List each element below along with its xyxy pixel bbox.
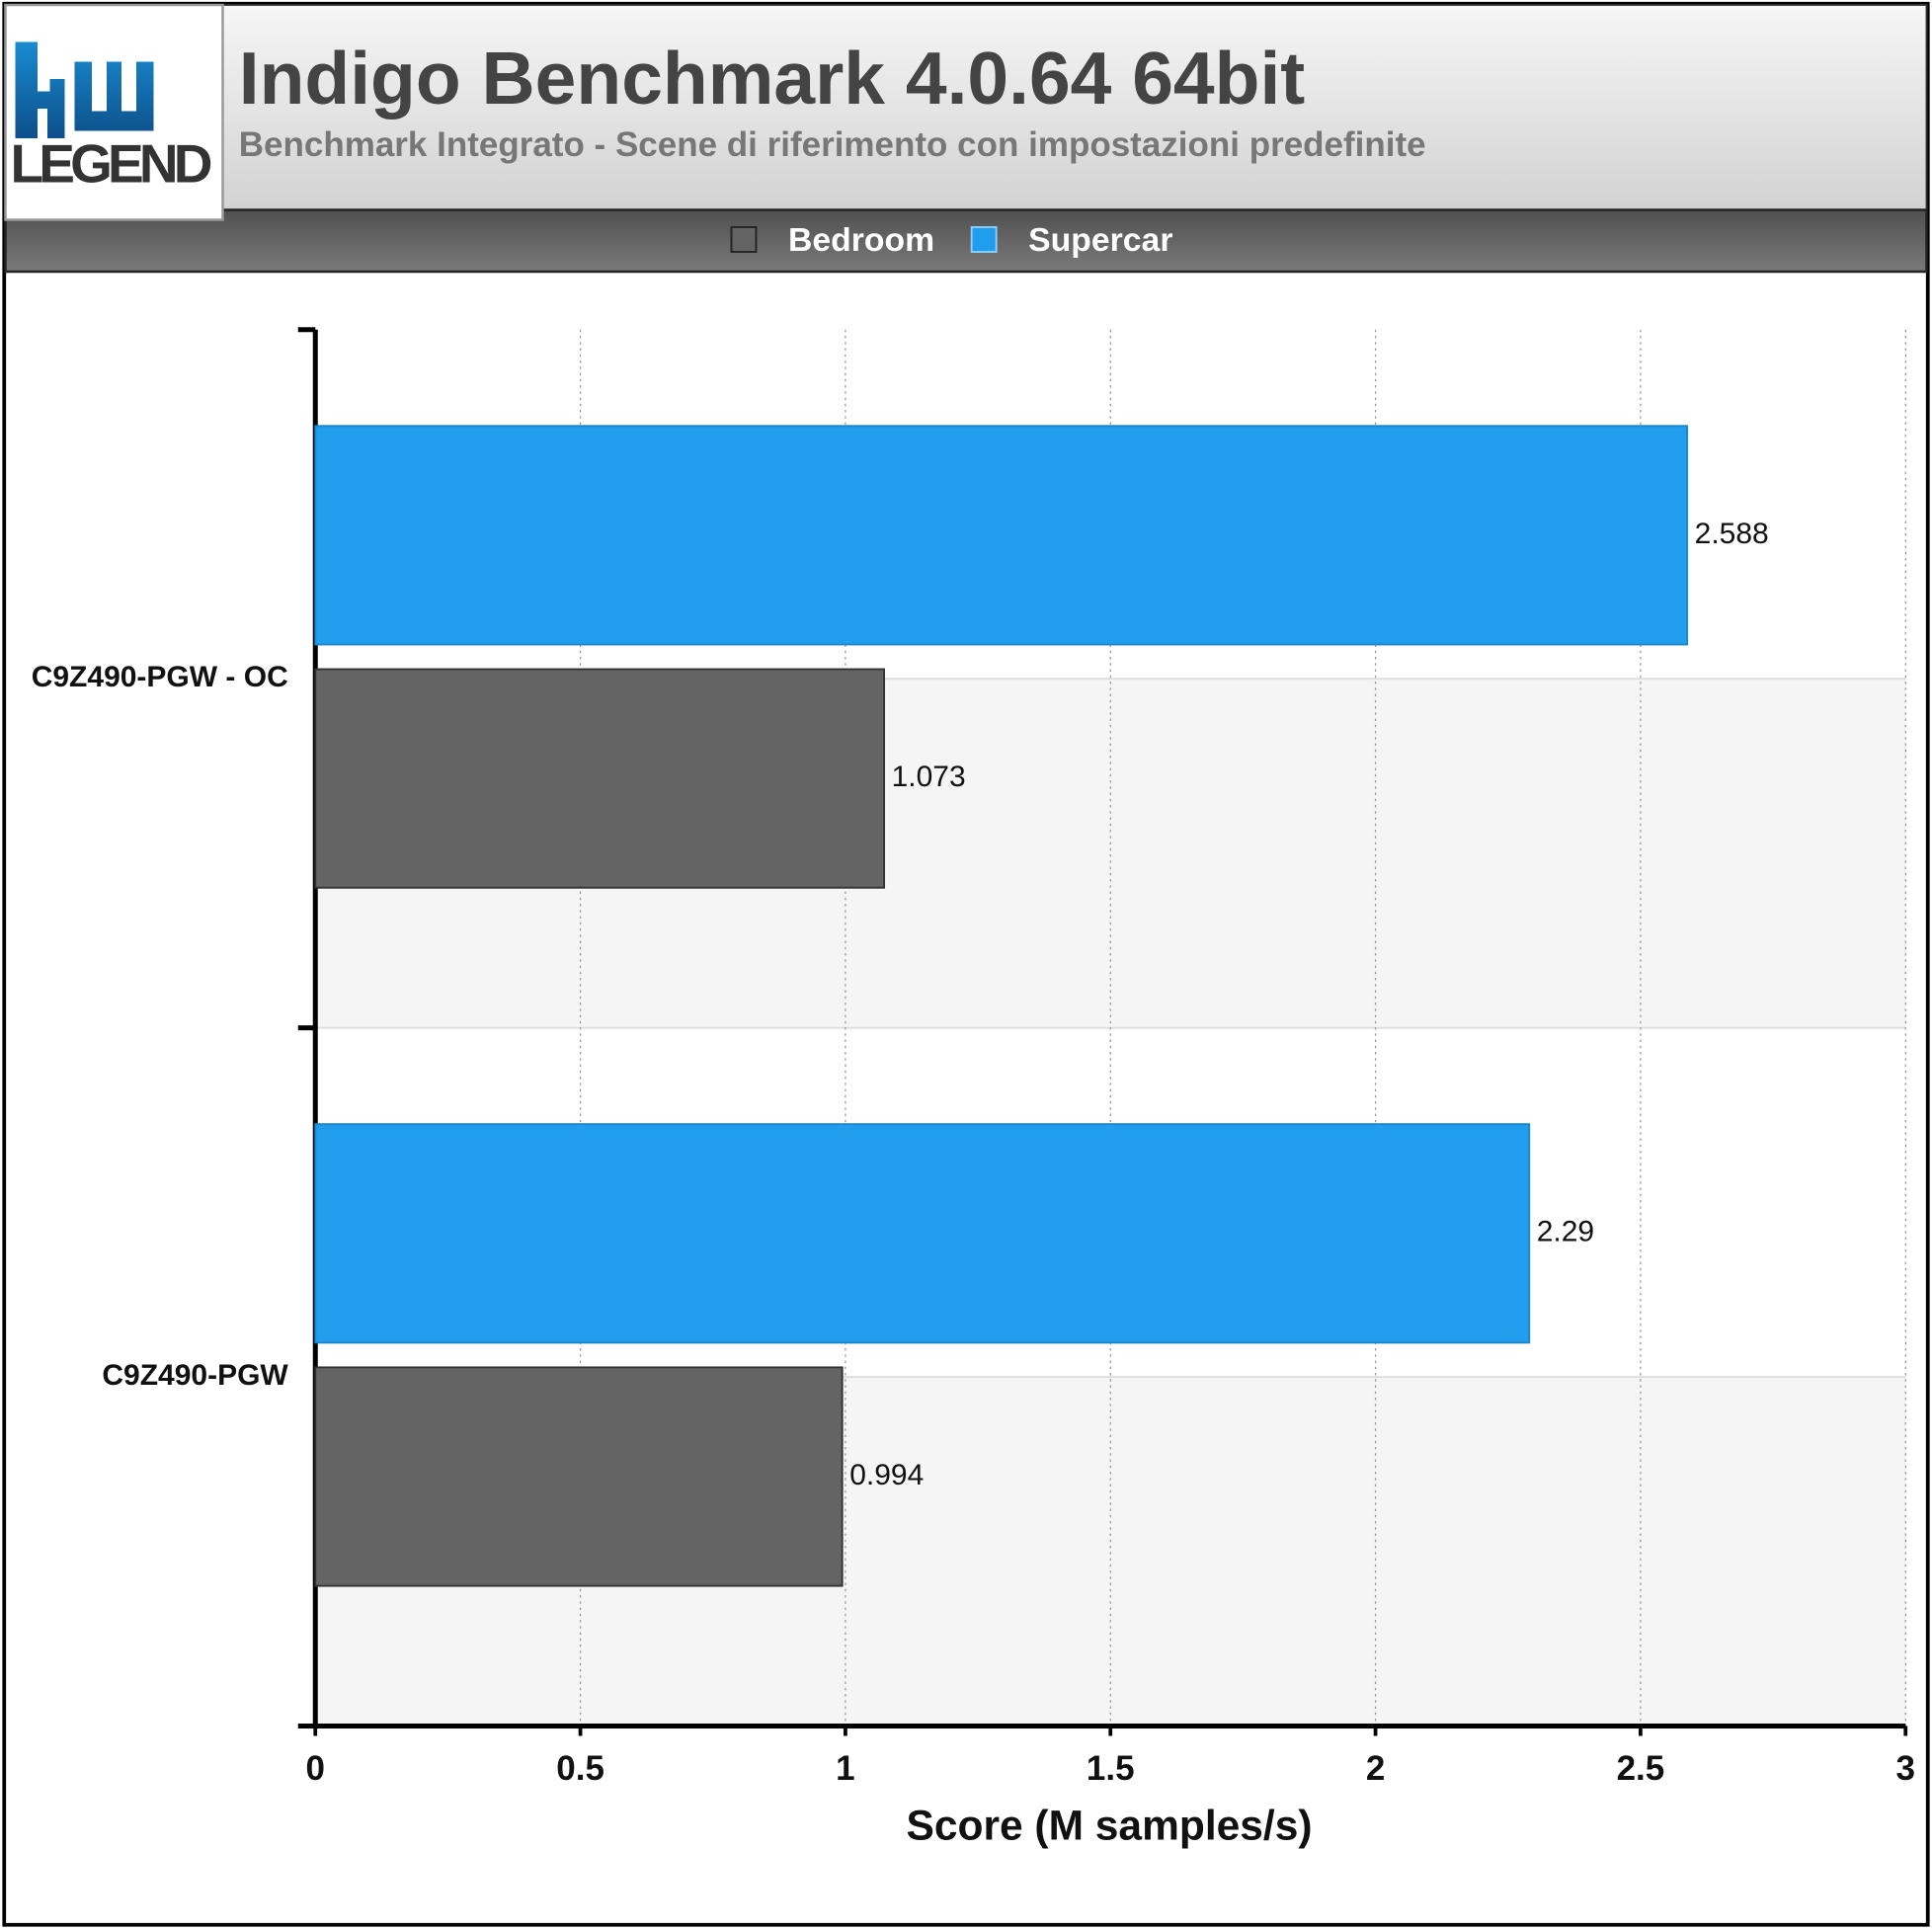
legend-label: Bedroom [788,221,934,259]
bar [314,1123,1531,1344]
chart-title: Indigo Benchmark 4.0.64 64bit [239,37,1306,120]
header [4,4,1928,211]
legend-swatch [730,226,758,253]
bar [314,1366,844,1587]
x-tick-label: 1 [836,1749,854,1788]
value-label: 1.073 [892,761,966,793]
x-tick-label: 0.5 [556,1749,604,1788]
y-tick-label: C9Z490-PGW - OC [32,661,288,693]
value-label: 0.994 [849,1459,924,1491]
bar [314,425,1689,646]
bar [314,668,886,889]
logo-text: LEGEND [11,133,213,195]
y-tick-label: C9Z490-PGW [102,1359,288,1392]
x-tick-label: 3 [1896,1749,1915,1788]
legend-bar [4,208,1928,274]
legend-swatch [970,226,998,253]
value-label: 2.29 [1537,1216,1594,1248]
legend-label: Supercar [1028,221,1172,259]
logo-mark [15,41,154,138]
chart-subtitle: Benchmark Integrato - Scene di riferimen… [239,125,1426,164]
x-tick-label: 2 [1366,1749,1385,1788]
x-tick-label: 0 [306,1749,325,1788]
x-tick-label: 2.5 [1617,1749,1665,1788]
value-label: 2.588 [1695,518,1769,550]
x-axis-title: Score (M samples/s) [907,1803,1313,1849]
x-tick-label: 1.5 [1087,1749,1135,1788]
